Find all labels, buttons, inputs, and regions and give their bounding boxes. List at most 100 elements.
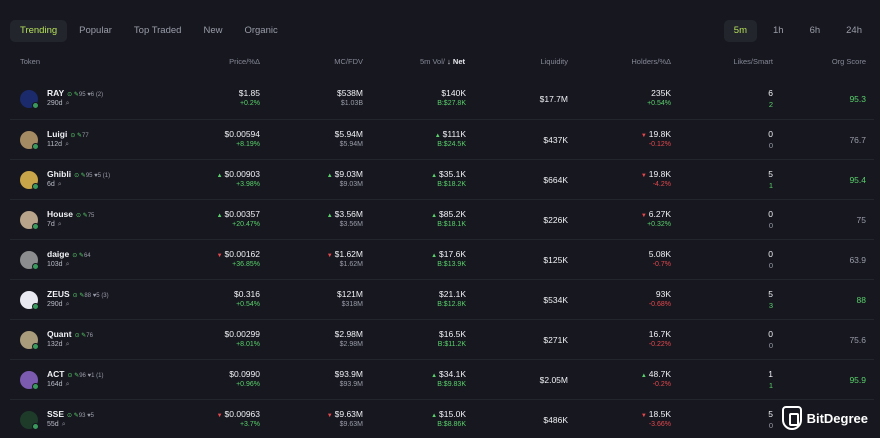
search-icon[interactable]: ⌕ <box>57 181 62 188</box>
volume-text: $21.1K <box>439 289 466 299</box>
mc-cell: $5.94M $5.94M <box>335 129 363 148</box>
timeframe-24h[interactable]: 24h <box>846 25 862 36</box>
header-vol-label: 5m Vol/ <box>419 57 445 66</box>
mc-cell: $2.98M $2.98M <box>335 329 363 348</box>
net-buy-value: B:$9.83K <box>437 381 466 388</box>
table-row[interactable]: Quant ⊙ ✎76 132d ⌕ $0.00299 +8.01% $2.98M $2.98… <box>10 319 874 359</box>
header-price[interactable]: Price/%Δ <box>229 57 260 66</box>
tab-top-traded[interactable]: Top Traded <box>133 25 182 36</box>
fdv-value: $1.62M <box>339 261 363 268</box>
org-score: 75.6 <box>849 335 866 345</box>
net-buy-value: B:$13.9K <box>437 261 466 268</box>
badge-values: 93 ♥5 <box>78 413 94 419</box>
header-likes[interactable]: Likes/Smart <box>733 57 773 66</box>
verified-dot-icon <box>32 383 39 390</box>
check-circle-icon: ⊙ <box>72 293 80 299</box>
holders-change: -0.2% <box>652 381 671 388</box>
table-row[interactable]: Luigi ⊙ ✎77 112d ⌕ $0.00594 +8.19% $5.94M $5.94… <box>10 119 874 159</box>
mc-value: $2.98M <box>335 329 363 339</box>
category-tabs: Trending Popular Top Traded New Organic <box>10 20 290 42</box>
token-name[interactable]: Quant ⊙ ✎76 <box>47 329 93 339</box>
tab-organic[interactable]: Organic <box>244 25 278 36</box>
holders-text: 18.5K <box>648 409 671 419</box>
org-score: 95.3 <box>849 94 866 104</box>
header-vol[interactable]: 5m Vol/ ↓ Net <box>420 57 465 66</box>
leaf-icon: ✎ <box>79 293 85 299</box>
header-org-score[interactable]: Org Score <box>831 57 866 66</box>
search-icon[interactable]: ⌕ <box>61 421 66 428</box>
search-icon[interactable]: ⌕ <box>57 221 62 228</box>
token-avatar <box>20 291 39 310</box>
tab-trending[interactable]: Trending <box>10 20 68 42</box>
search-icon[interactable]: ⌕ <box>65 261 70 268</box>
leaf-icon: ✎ <box>82 213 88 219</box>
price-text: $0.00299 <box>224 329 260 339</box>
verified-dot-icon <box>32 183 39 190</box>
header-token[interactable]: Token <box>20 57 41 66</box>
table-row[interactable]: RAY ⊙ ✎95 ♥6 (2) 290d ⌕ $1.85 +0.2% $538M $1.03… <box>10 79 874 119</box>
timeframe-6h[interactable]: 6h <box>809 25 821 36</box>
table-row[interactable]: Ghibli ⊙ ✎95 ♥5 (1) 6d ⌕ ▲ $0.00903 +3.98% ▲ $9.… <box>10 159 874 199</box>
org-score: 95.4 <box>849 175 866 185</box>
search-icon[interactable]: ⌕ <box>65 381 70 388</box>
table-row[interactable]: ACT ⊙ ✎96 ♥1 (1) 164d ⌕ $0.0990 +0.96% $93.9M $… <box>10 359 874 399</box>
price-text: $0.00357 <box>224 209 260 219</box>
token-name[interactable]: Luigi ⊙ ✎77 <box>47 129 89 139</box>
timeframe-1h[interactable]: 1h <box>772 25 784 36</box>
token-badges: ⊙ ✎76 <box>75 333 93 339</box>
table-row[interactable]: SSE ⊙ ✎93 ♥5 55d ⌕ ▼ $0.00963 +3.7% ▼ $9.63M $9.6… <box>10 399 874 438</box>
triangle-up-icon: ▲ <box>216 173 223 179</box>
header-mc[interactable]: MC/FDV <box>334 57 363 66</box>
holders-cell: ▼ 6.27K +0.32% <box>641 209 671 228</box>
token-age: 132d ⌕ <box>47 341 70 349</box>
search-icon[interactable]: ⌕ <box>65 141 69 148</box>
tab-new[interactable]: New <box>203 25 223 36</box>
token-name[interactable]: House ⊙ ✎75 <box>47 209 94 219</box>
liquidity-value: $534K <box>543 295 568 305</box>
volume-text: $34.1K <box>439 369 466 379</box>
check-circle-icon: ⊙ <box>70 133 78 139</box>
likes-value: 0 <box>768 249 773 259</box>
mc-value: ▲ $3.56M <box>327 209 363 219</box>
liquidity-value: $271K <box>543 335 568 345</box>
search-icon[interactable]: ⌕ <box>65 100 70 107</box>
volume-value: ▲ $15.0K <box>431 409 466 419</box>
volume-cell: $21.1K B:$12.8K <box>437 289 466 308</box>
price-text: $0.00594 <box>224 129 260 139</box>
triangle-down-icon: ▼ <box>216 253 223 259</box>
price-cell: $0.00594 +8.19% <box>225 129 260 148</box>
table-row[interactable]: daige ⊙ ✎64 103d ⌕ ▼ $0.00162 +36.85% ▼ $1.62M $1… <box>10 239 874 279</box>
smart-value: 0 <box>768 141 773 150</box>
token-badges: ⊙ ✎96 ♥1 (1) <box>67 373 103 379</box>
token-name[interactable]: daige ⊙ ✎64 <box>47 249 91 259</box>
table-row[interactable]: ZEUS ⊙ ✎88 ♥5 (3) 290d ⌕ $0.316 +0.54% $121M $3… <box>10 279 874 319</box>
token-badges: ⊙ ✎77 <box>70 133 88 139</box>
header-holders[interactable]: Holders/%Δ <box>631 57 671 66</box>
search-icon[interactable]: ⌕ <box>65 301 70 308</box>
token-name[interactable]: Ghibli ⊙ ✎95 ♥5 (1) <box>47 169 110 179</box>
fdv-value: $318M <box>341 301 363 308</box>
volume-cell: ▲ $15.0K B:$8.86K <box>431 409 466 428</box>
token-name[interactable]: RAY ⊙ ✎95 ♥6 (2) <box>47 88 103 98</box>
token-symbol: Luigi <box>47 129 68 139</box>
token-name[interactable]: ACT ⊙ ✎96 ♥1 (1) <box>47 369 103 379</box>
table-row[interactable]: House ⊙ ✎75 7d ⌕ ▲ $0.00357 +20.47% ▲ $3.56M $3.5… <box>10 199 874 239</box>
mc-value: ▼ $9.63M <box>327 409 363 419</box>
header-liquidity[interactable]: Liquidity <box>540 57 568 66</box>
triangle-down-icon: ▼ <box>640 213 647 219</box>
smart-value: 2 <box>768 100 773 109</box>
token-avatar <box>20 411 39 430</box>
mc-cell: $538M $1.03B <box>337 88 363 107</box>
search-icon[interactable]: ⌕ <box>65 341 70 348</box>
timeframe-5m[interactable]: 5m <box>723 20 757 42</box>
likes-value: 0 <box>768 329 773 339</box>
token-name[interactable]: SSE ⊙ ✎93 ♥5 <box>47 409 94 419</box>
mc-value: $93.9M <box>335 369 363 379</box>
check-circle-icon: ⊙ <box>72 253 79 259</box>
mc-value: ▲ $9.03M <box>327 169 363 179</box>
mc-text: $1.62M <box>334 249 363 259</box>
token-name[interactable]: ZEUS ⊙ ✎88 ♥5 (3) <box>47 289 109 299</box>
token-symbol: SSE <box>47 409 65 419</box>
tab-popular[interactable]: Popular <box>79 25 112 36</box>
